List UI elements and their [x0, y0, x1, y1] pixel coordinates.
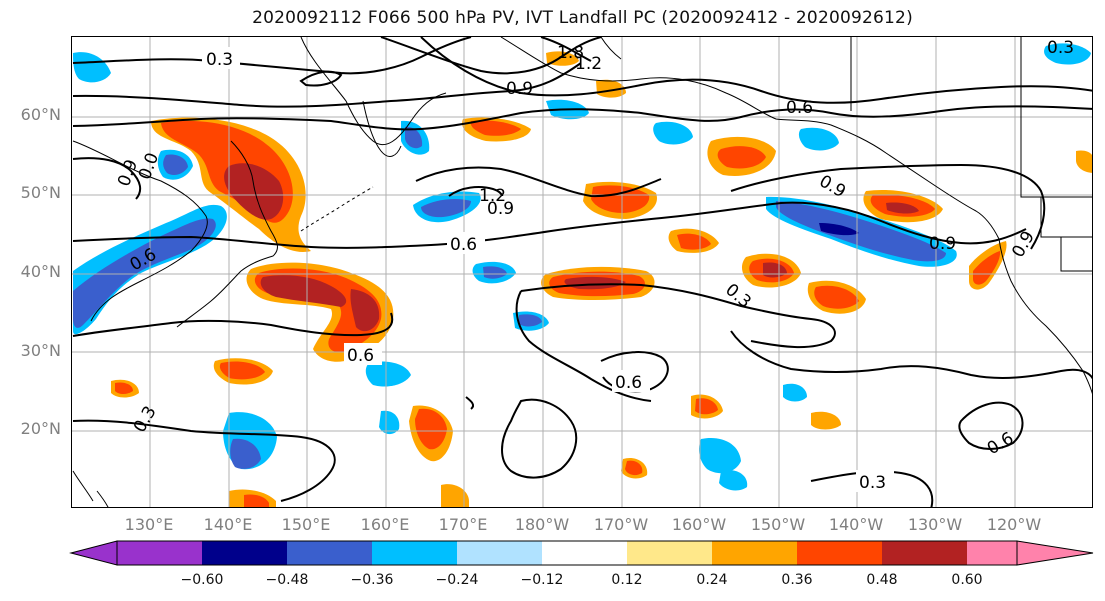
lon-label-140e: 140°E — [203, 515, 253, 534]
contour-label: 0.9 — [816, 171, 849, 202]
colorbar-tick: 0.36 — [781, 572, 813, 588]
lon-label-150w: 150°W — [750, 515, 806, 534]
contour-label: 0.3 — [1047, 38, 1074, 58]
colorbar-segment — [372, 541, 457, 565]
contour-label: 0.9 — [1008, 228, 1039, 261]
colorbar-max-extension — [1016, 540, 1094, 566]
coastlines — [72, 37, 1092, 507]
map-title: 2020092112 F066 500 hPa PV, IVT Landfall… — [252, 8, 913, 28]
contour-label: 1.2 — [479, 186, 506, 206]
colorbar-segment — [202, 541, 287, 565]
colorbar-segment — [542, 541, 627, 565]
pv-shading — [73, 43, 1092, 507]
contour-label: 0.9 — [487, 199, 514, 219]
map-panel: 0.3 1.8 1.2 0.9 0.6 0.3 0.9 0.0 0.9 0.6 … — [71, 36, 1093, 508]
colorbar-tick: −0.36 — [350, 572, 394, 588]
contour-label: 0.6 — [450, 235, 477, 255]
colorbar-segment — [627, 541, 712, 565]
lon-label-170e: 170°E — [438, 515, 488, 534]
lon-label-180w: 180°W — [514, 515, 570, 534]
lon-label-160w: 160°W — [671, 515, 727, 534]
contour-label: 0.6 — [347, 346, 374, 366]
map-gridlines — [72, 37, 1092, 507]
lon-label-120w: 120°W — [986, 515, 1042, 534]
lon-label-140w: 140°W — [828, 515, 884, 534]
colorbar-segment — [882, 541, 967, 565]
contour-label: 0.6 — [786, 98, 813, 118]
colorbar-segment — [117, 541, 202, 565]
colorbar-min-extension — [69, 540, 118, 566]
colorbar-segment — [712, 541, 797, 565]
lon-label-170w: 170°W — [593, 515, 649, 534]
contour-label: 0.3 — [859, 473, 886, 493]
contour-label: 1.8 — [557, 43, 584, 63]
colorbar-segment — [457, 541, 542, 565]
contour-label: 1.2 — [575, 54, 602, 74]
lon-label-130e: 130°E — [124, 515, 174, 534]
colorbar-segment — [967, 541, 1017, 565]
lat-label-30n: 30°N — [20, 341, 61, 360]
contour-label: 0.6 — [615, 373, 642, 393]
lon-label-150e: 150°E — [281, 515, 331, 534]
lat-label-20n: 20°N — [20, 419, 61, 438]
lon-label-130w: 130°W — [907, 515, 963, 534]
lat-label-50n: 50°N — [20, 183, 61, 202]
colorbar-tick: −0.12 — [520, 572, 564, 588]
colorbar-segment — [287, 541, 372, 565]
contour-label: 0.9 — [929, 234, 956, 254]
colorbar-tick: 0.60 — [951, 572, 983, 588]
contour-label: 0.6 — [984, 428, 1017, 459]
colorbar-tick: 0.48 — [866, 572, 898, 588]
lat-label-40n: 40°N — [20, 262, 61, 281]
colorbar-tick: −0.60 — [180, 572, 224, 588]
contour-label: 0.0 — [135, 150, 163, 182]
colorbar-tick: −0.48 — [265, 572, 309, 588]
contour-label: 0.9 — [506, 79, 533, 99]
colorbar — [69, 540, 1094, 566]
lat-label-60n: 60°N — [20, 105, 61, 124]
colorbar-segment — [797, 541, 882, 565]
colorbar-tick: 0.12 — [611, 572, 643, 588]
colorbar-tick: −0.24 — [435, 572, 479, 588]
lon-label-160e: 160°E — [360, 515, 410, 534]
contour-label: 0.3 — [206, 50, 233, 70]
colorbar-tick: 0.24 — [696, 572, 728, 588]
map-canvas: 0.3 1.8 1.2 0.9 0.6 0.3 0.9 0.0 0.9 0.6 … — [72, 37, 1092, 507]
